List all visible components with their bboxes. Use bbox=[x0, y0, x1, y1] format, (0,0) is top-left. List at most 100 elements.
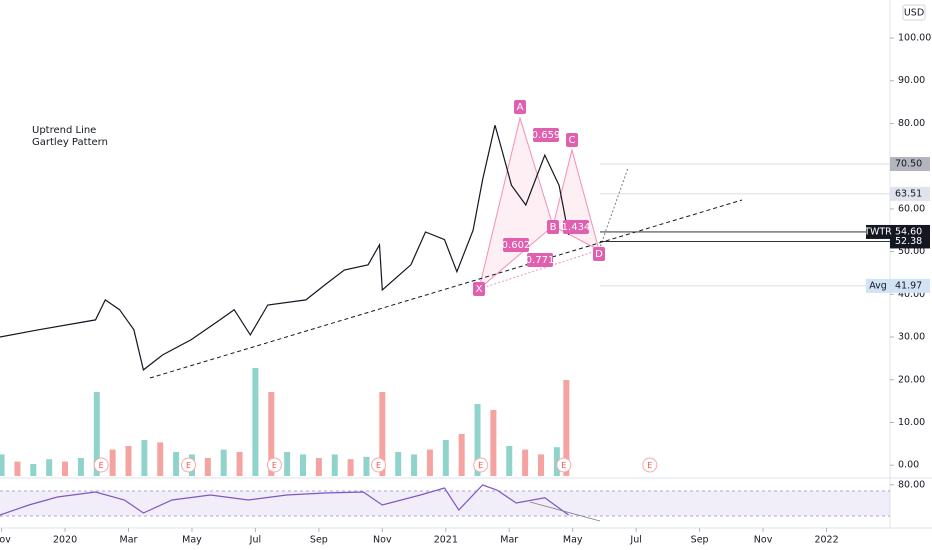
projection bbox=[598, 167, 629, 251]
volume-bar bbox=[204, 458, 211, 476]
volume-bar bbox=[93, 392, 100, 476]
ratio-box bbox=[563, 220, 589, 234]
volume-bar bbox=[268, 392, 275, 476]
earnings-label: E bbox=[272, 461, 277, 470]
annotation: Uptrend Line bbox=[32, 125, 96, 136]
x-tick-label: 2021 bbox=[434, 535, 458, 546]
x-tick-label: Jul bbox=[629, 535, 641, 546]
y-tick-label: 50.00 bbox=[898, 246, 925, 257]
x-tick-label: Nov bbox=[754, 535, 773, 546]
volume-bar bbox=[173, 452, 180, 476]
rsi-line bbox=[0, 484, 569, 516]
volume-bar bbox=[537, 454, 544, 476]
volume-bar bbox=[506, 446, 513, 476]
earnings-marker bbox=[473, 457, 489, 473]
volume-bar bbox=[30, 464, 37, 476]
earnings-label: E bbox=[561, 461, 566, 470]
volume-bar bbox=[426, 449, 433, 476]
volume-bar bbox=[458, 434, 465, 476]
point-label: A bbox=[517, 102, 524, 113]
volume-bar bbox=[0, 454, 5, 476]
y-tick-label: 90.00 bbox=[898, 75, 925, 86]
ratio-label: 0.659 bbox=[532, 130, 561, 141]
earnings-marker bbox=[266, 457, 282, 473]
price-line bbox=[0, 125, 570, 371]
x-tick-label: Jul bbox=[249, 535, 261, 546]
volume-bar bbox=[46, 459, 53, 476]
volume-bar bbox=[347, 459, 354, 476]
volume-bar bbox=[236, 452, 243, 476]
point-label: B bbox=[550, 222, 557, 233]
earnings-marker bbox=[642, 457, 658, 473]
price-tag bbox=[890, 234, 930, 249]
volume-bar bbox=[14, 461, 21, 476]
volume-bar bbox=[442, 440, 449, 476]
ratio-label: 0.771 bbox=[526, 255, 555, 266]
x-tick-label: May bbox=[563, 535, 583, 546]
y-tick-label: 100.00 bbox=[898, 33, 931, 44]
price-tag-name: Avg bbox=[869, 280, 887, 291]
price-tag-label: 54.60 bbox=[895, 226, 922, 237]
volume-bar bbox=[109, 449, 116, 476]
price-tag-label: 52.38 bbox=[895, 236, 922, 247]
rsi-tick-label: 80.00 bbox=[898, 479, 925, 490]
volume-bar bbox=[411, 454, 418, 476]
rsi-divergence bbox=[529, 501, 601, 522]
earnings-marker bbox=[371, 457, 387, 473]
price-tag-label: 63.51 bbox=[895, 188, 922, 199]
y-tick-label: 20.00 bbox=[898, 374, 925, 385]
ratio-box bbox=[533, 128, 559, 142]
uptrend-line bbox=[149, 199, 743, 379]
pattern-labels: A X B C D 0.659 0.602 0.771 1.434 bbox=[473, 100, 605, 296]
point-box bbox=[593, 247, 605, 261]
y-tick-label: 40.00 bbox=[898, 289, 925, 300]
earnings-marker bbox=[180, 457, 196, 473]
y-tick-label: 10.00 bbox=[898, 417, 925, 428]
point-box bbox=[547, 220, 559, 234]
volume-bar bbox=[474, 404, 481, 476]
earnings-label: E bbox=[478, 461, 483, 470]
volume-bar bbox=[300, 454, 307, 476]
price-tag-label: 41.97 bbox=[895, 280, 922, 291]
volume-bar bbox=[395, 452, 402, 476]
point-box bbox=[514, 100, 526, 114]
annotation: Gartley Pattern bbox=[32, 137, 108, 148]
price-tag-name: TWTR bbox=[863, 226, 892, 237]
x-tick-label: May bbox=[182, 535, 202, 546]
price-tag bbox=[890, 157, 930, 172]
volume-bar bbox=[284, 452, 291, 476]
point-label: X bbox=[476, 284, 483, 295]
pattern-xab bbox=[478, 116, 554, 291]
ratio-box bbox=[527, 253, 553, 267]
currency-box[interactable] bbox=[902, 4, 926, 21]
currency: USD bbox=[904, 8, 924, 19]
y-tick-label: 60.00 bbox=[898, 203, 925, 214]
earnings-label: E bbox=[376, 461, 381, 470]
volume-bar bbox=[553, 447, 560, 476]
volume-bar bbox=[315, 458, 322, 476]
volume-bar bbox=[157, 442, 164, 476]
x-tick-label: Mar bbox=[500, 535, 518, 546]
x-tick-label: Sep bbox=[310, 535, 328, 546]
volume-bar bbox=[125, 446, 132, 476]
volume-bar bbox=[490, 410, 497, 476]
volume-bar bbox=[252, 368, 259, 476]
point-box bbox=[473, 282, 485, 296]
ratio-box bbox=[503, 238, 529, 252]
ratio-label: 1.434 bbox=[562, 222, 591, 233]
price-tag bbox=[890, 278, 930, 293]
point-box bbox=[566, 133, 578, 147]
earnings-label: E bbox=[647, 461, 652, 470]
earnings-label: E bbox=[99, 461, 104, 470]
y-tick-label: 30.00 bbox=[898, 332, 925, 343]
volume-bar bbox=[379, 392, 386, 476]
x-tick-label: Nov bbox=[0, 535, 11, 546]
pattern-xd bbox=[478, 249, 600, 290]
x-tick-label: Mar bbox=[120, 535, 138, 546]
volume-bar bbox=[363, 456, 370, 476]
y-tick-label: 80.00 bbox=[898, 118, 925, 129]
price-tag bbox=[890, 186, 930, 201]
price-tag-label: 70.50 bbox=[895, 159, 922, 170]
point-label: D bbox=[595, 249, 603, 260]
